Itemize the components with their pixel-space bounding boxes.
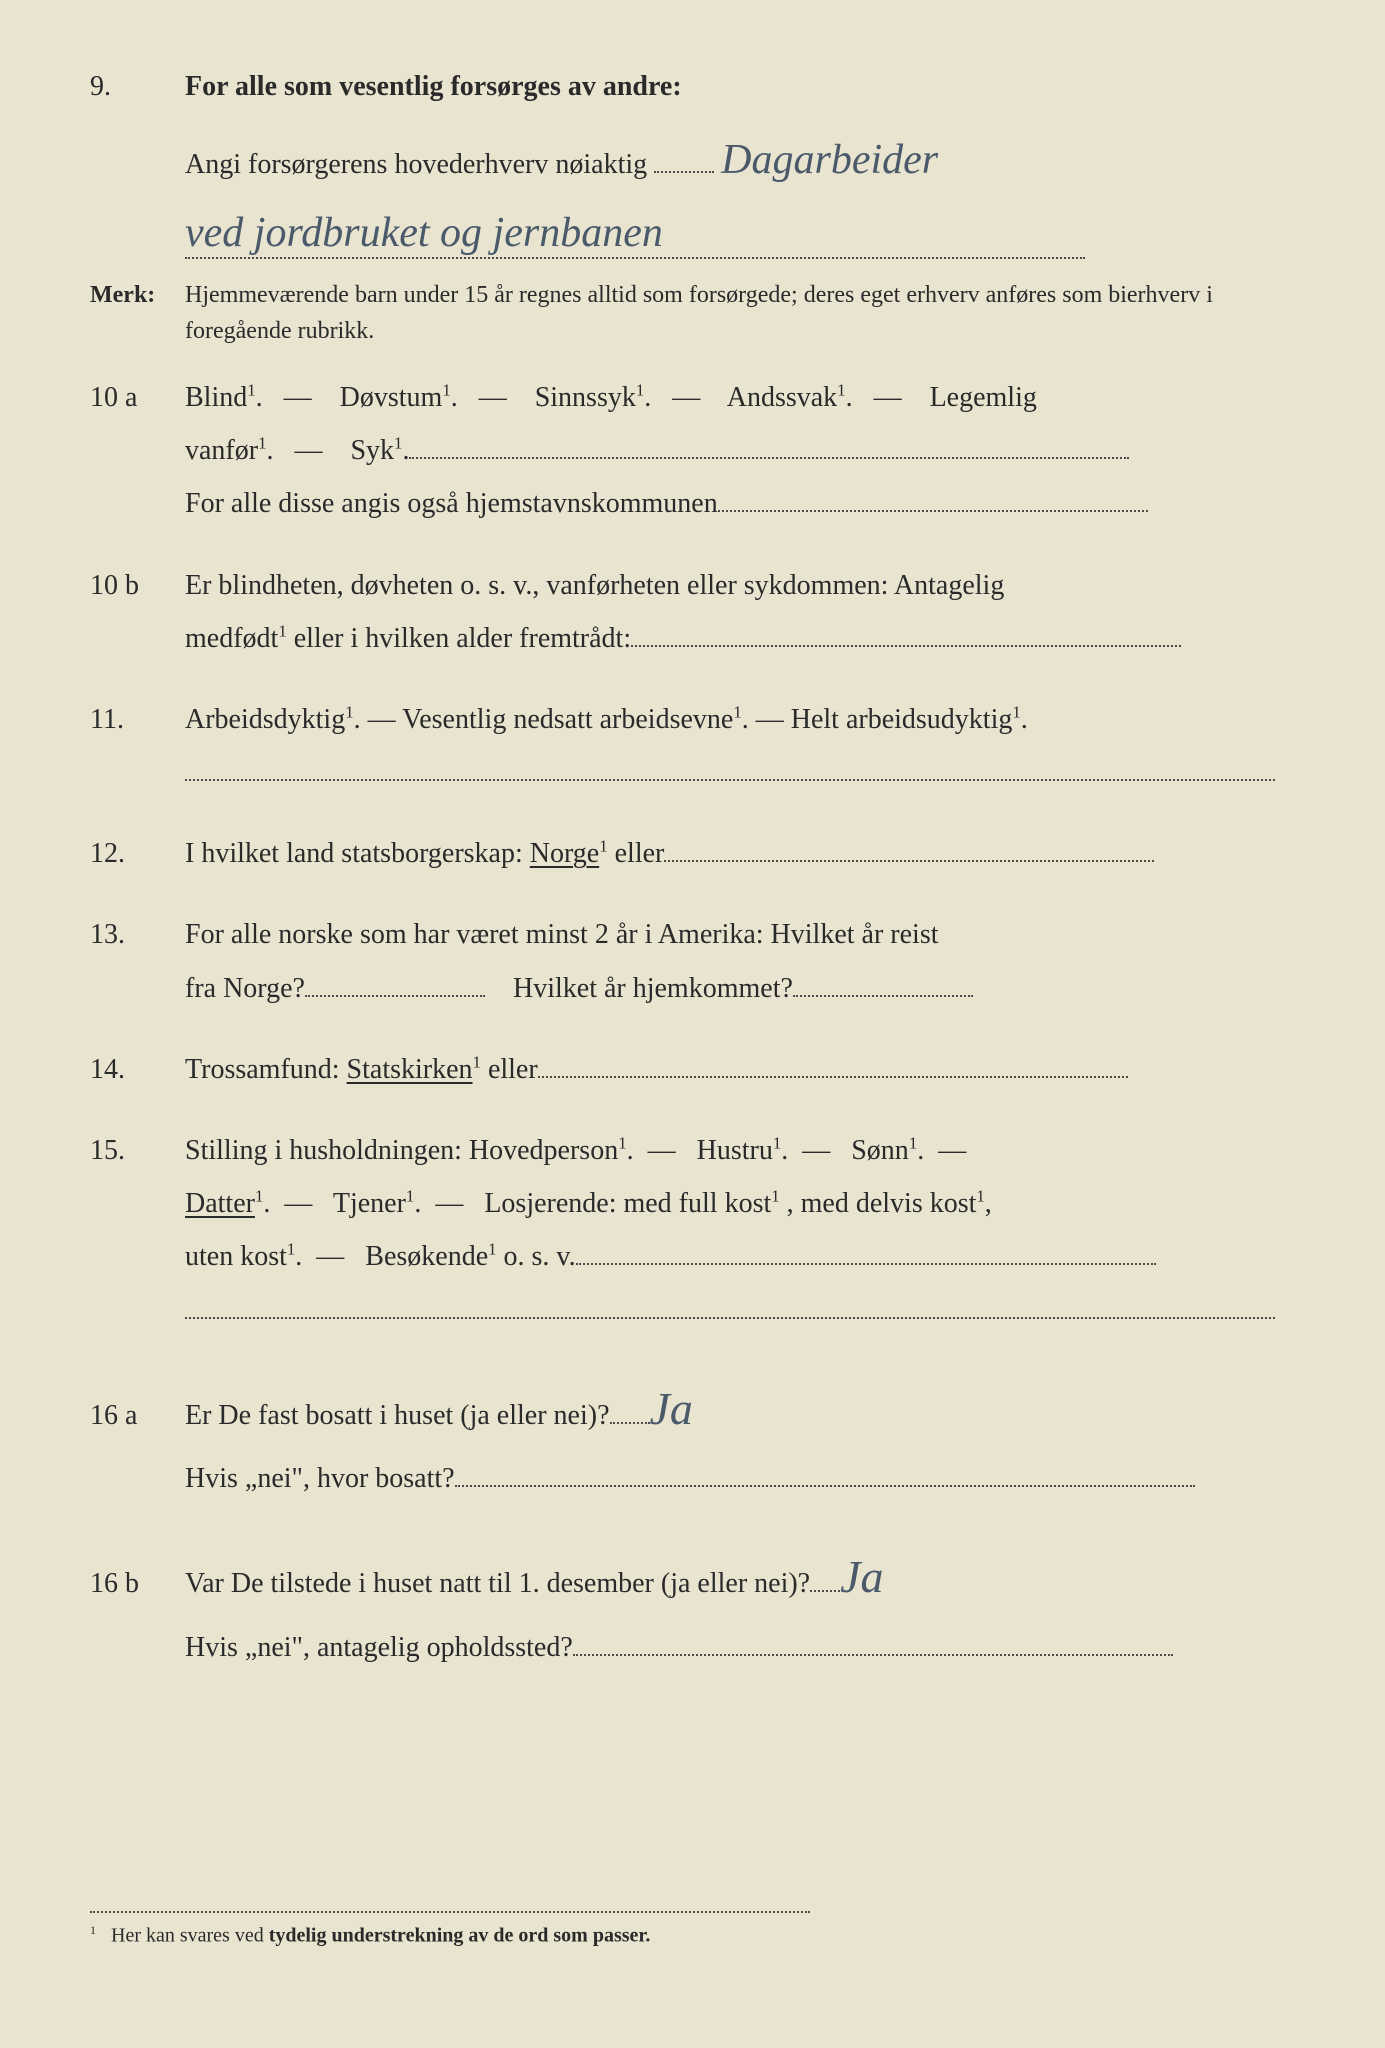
q10a-blind: Blind [185,382,247,413]
footnote-mark: 1 [90,1923,96,1937]
census-form-page: 9. For alle som vesentlig forsørges av a… [90,60,1295,2008]
q10b: 10 b Er blindheten, døvheten o. s. v., v… [90,559,1295,665]
q12-norge: Norge [530,838,599,869]
q11-c: Helt arbeidsudyktig [791,704,1013,735]
q12-pre: I hvilket land statsborgerskap: [185,838,530,869]
q14-post: eller [488,1054,538,1085]
q16a-hand: Ja [650,1383,693,1434]
q10a-sinnssyk: Sinnssyk [535,382,636,413]
q10a-andssvak: Andssvak [727,382,837,413]
q10b-number: 10 b [90,559,185,612]
q15-los: Losjerende: med full kost [484,1188,771,1219]
q14-number: 14. [90,1043,185,1096]
q16b-hand: Ja [840,1551,883,1602]
q11-b: Vesentlig nedsatt arbeidsevne [402,704,733,735]
q9-handwritten-1: Dagarbeider [721,137,938,183]
footnote-bold: tydelig understrekning av de ord som pas… [269,1925,651,1947]
q10a-hjemstavn: For alle disse angis også hjemstavnskomm… [185,488,718,519]
q10a-number: 10 a [90,371,185,424]
q16b-number: 16 b [90,1557,185,1610]
q13-number: 13. [90,908,185,961]
q13-fra: fra Norge? [185,973,305,1004]
q11-a: Arbeidsdyktig [185,704,345,735]
q11: 11. Arbeidsdyktig1. — Vesentlig nedsatt … [90,693,1295,799]
q16b-line1: Var De tilstede i huset natt til 1. dese… [185,1568,810,1599]
q15: 15. Stilling i husholdningen: Hovedperso… [90,1124,1295,1337]
q15-delvis: , med delvis kost [787,1188,977,1219]
merk-text: Hjemmeværende barn under 15 år regnes al… [185,277,1295,349]
q16a-line1: Er De fast bosatt i huset (ja eller nei)… [185,1400,610,1431]
q15-uten: uten kost [185,1241,287,1272]
footnote: 1 Her kan svares ved tydelig understrekn… [90,1911,810,1948]
q12-post: eller [615,838,665,869]
q13-line1: For alle norske som har været minst 2 år… [185,919,939,950]
q15-besok: Besøkende [365,1241,488,1272]
q10b-eller: eller i hvilken alder fremtrådt: [294,623,631,654]
q16b: 16 b Var De tilstede i huset natt til 1.… [90,1533,1295,1674]
q15-pre: Stilling i husholdningen: Hovedperson [185,1135,618,1166]
q10b-medfodt: medfødt [185,623,278,654]
q13: 13. For alle norske som har været minst … [90,908,1295,1014]
merk-label: Merk: [90,277,185,313]
q15-osv: o. s. v. [504,1241,576,1272]
q10a-legemlig: Legemlig [930,382,1037,413]
q14-pre: Trossamfund: [185,1054,347,1085]
q15-datter: Datter [185,1188,255,1219]
q10a-syk: Syk [350,435,394,466]
footnote-pre: Her kan svares ved [111,1925,269,1947]
q9-handwritten-2: ved jordbruket og jernbanen [185,209,1085,259]
q15-hustru: Hustru [697,1135,773,1166]
q12: 12. I hvilket land statsborgerskap: Norg… [90,827,1295,880]
q16a-number: 16 a [90,1389,185,1442]
q16a: 16 a Er De fast bosatt i huset (ja eller… [90,1365,1295,1506]
q12-number: 12. [90,827,185,880]
q11-number: 11. [90,693,185,746]
q9-line: Angi forsørgerens hovederhverv nøiaktig … [90,121,1295,201]
q10a-vanfor: vanfør [185,435,258,466]
q15-sonn: Sønn [851,1135,909,1166]
q9-header-row: 9. For alle som vesentlig forsørges av a… [90,60,1295,113]
q15-tjener: Tjener [333,1188,406,1219]
q9-prompt: Angi forsørgerens hovederhverv nøiaktig [185,149,647,180]
q10a-dovstum: Døvstum [340,382,443,413]
merk-note: Merk: Hjemmeværende barn under 15 år reg… [90,277,1295,349]
q14-stats: Statskirken [347,1054,473,1085]
q14: 14. Trossamfund: Statskirken1 eller [90,1043,1295,1096]
q16a-line2: Hvis „nei", hvor bosatt? [185,1463,455,1494]
q13-hjem: Hvilket år hjemkommet? [513,973,793,1004]
q15-number: 15. [90,1124,185,1177]
q10b-line1: Er blindheten, døvheten o. s. v., vanfør… [185,570,1004,601]
q16b-line2: Hvis „nei", antagelig opholdssted? [185,1632,573,1663]
q9-header: For alle som vesentlig forsørges av andr… [185,60,1295,113]
q9-number: 9. [90,60,185,113]
q10a: 10 a Blind1. — Døvstum1. — Sinnssyk1. — … [90,371,1295,531]
